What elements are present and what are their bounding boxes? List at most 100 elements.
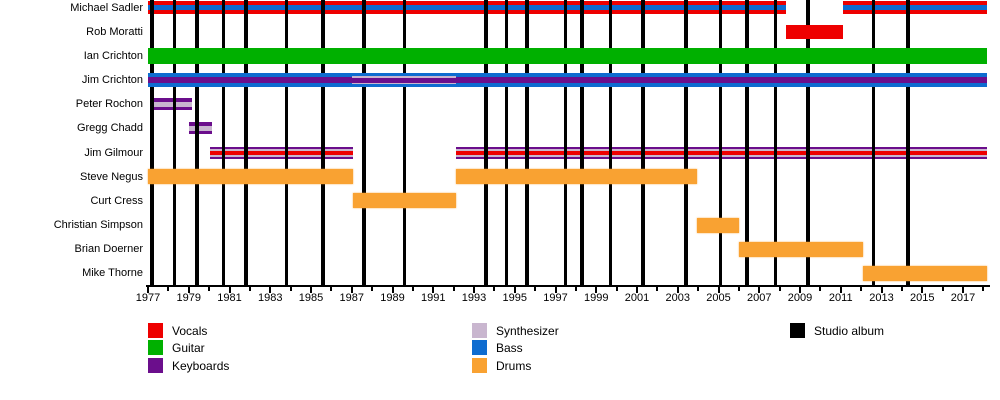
member-label: Christian Simpson [53,219,143,232]
timeline-bar [697,217,739,233]
x-axis-tick [921,287,924,293]
x-axis-tick [228,287,231,293]
x-axis-tick [656,287,659,291]
studio-album-line [244,0,248,285]
x-axis-tick [900,287,903,291]
synthesizer-stripe [351,76,456,78]
x-axis-tick-label: 2017 [950,292,976,304]
x-axis-tick-label: 1997 [543,292,568,304]
x-axis-tick [167,287,170,291]
x-axis-tick [411,287,414,291]
x-axis-tick-label: 1981 [217,292,242,304]
timeline-bar [188,122,213,135]
x-axis-line [146,285,990,287]
x-axis-tick-label: 2009 [787,292,813,304]
timeline-bar [785,24,843,39]
studio-album-line [362,0,366,285]
vocals-legend-swatch [148,322,163,338]
x-axis-tick-label: 1993 [461,292,487,304]
timeline-bar [738,241,864,257]
studio-album-line [563,0,568,285]
x-axis-tick-label: 2007 [747,292,772,304]
studio-album-line [321,0,325,285]
x-axis-tick [676,287,679,293]
legend-label: Drums [496,359,532,374]
x-axis-tick-label: 2005 [706,292,731,304]
legend-label: Keyboards [172,359,230,374]
x-axis-tick [147,287,149,293]
x-axis-tick-label: 1977 [135,292,161,304]
album-legend-swatch [790,322,805,338]
drums-stripe [738,241,864,257]
x-axis-tick [799,287,801,293]
legend-label: Vocals [172,323,208,338]
x-axis-tick [187,287,190,293]
x-axis-tick [737,287,740,291]
x-axis-tick [615,287,618,291]
keyboards-stripe [188,122,213,126]
x-axis-tick [350,287,353,293]
x-axis-tick [554,287,557,293]
synthesizer-stripe [351,82,456,85]
drums-stripe [697,217,739,233]
studio-album-line [684,0,688,285]
x-axis-tick [758,287,761,293]
timeline-bar [210,146,353,159]
x-axis-tick-label: 1999 [584,292,609,304]
timeline-bar [352,193,456,209]
x-axis-tick [208,287,211,291]
studio-album-line [745,0,749,285]
bass-stripe [148,5,786,10]
legend-label: Studio album [814,323,885,338]
keyboards-stripe [455,77,988,84]
keyboards-stripe [150,98,192,102]
x-axis-tick [778,287,781,291]
x-axis-tick-label: 1985 [298,292,324,304]
bass-stripe [148,73,352,78]
x-axis-tick [819,287,822,291]
member-label: Michael Sadler [70,1,143,14]
synthesizer-stripe [210,154,353,157]
studio-album-line [806,0,810,285]
studio-album-line [525,0,529,285]
studio-album-line [150,0,154,285]
x-axis-tick [310,287,312,293]
member-label: Jim Gilmour [84,146,143,159]
x-axis-tick [248,287,251,291]
x-axis-tick-label: 1995 [502,292,527,304]
guitar-stripe [148,47,988,64]
timeline-bar [148,73,352,88]
studio-album-line [608,0,613,285]
bass-stripe [351,73,456,77]
x-axis-tick-label: 2003 [665,292,690,304]
timeline-bar [455,73,988,88]
x-axis-tick-label: 1991 [421,292,446,304]
x-axis-tick [574,287,577,291]
member-label: Curt Cress [90,194,143,207]
drums-stripe [352,193,456,209]
studio-album-line [484,0,488,285]
studio-album-line [641,0,645,285]
bass-stripe [351,84,456,88]
timeline-bar [148,169,353,185]
x-axis-tick [839,287,842,293]
x-axis-tick [432,287,435,293]
x-axis-tick [452,287,455,291]
keyboards-stripe [351,77,456,83]
bass-stripe [455,73,988,78]
x-axis-tick-label: 2015 [910,292,935,304]
bass-stripe [148,83,352,88]
vocals-stripe [210,150,353,155]
vocals-stripe [148,1,786,5]
studio-album-line [906,0,910,285]
studio-album-line [504,0,509,285]
x-axis-tick [269,287,272,293]
x-axis-tick [982,287,985,291]
member-label: Ian Crichton [83,49,143,62]
studio-album-line [284,0,289,285]
keyboards-stripe [210,156,353,159]
member-label: Mike Thorne [82,267,143,280]
legend-label: Bass [496,341,523,356]
studio-album-line [871,0,876,285]
